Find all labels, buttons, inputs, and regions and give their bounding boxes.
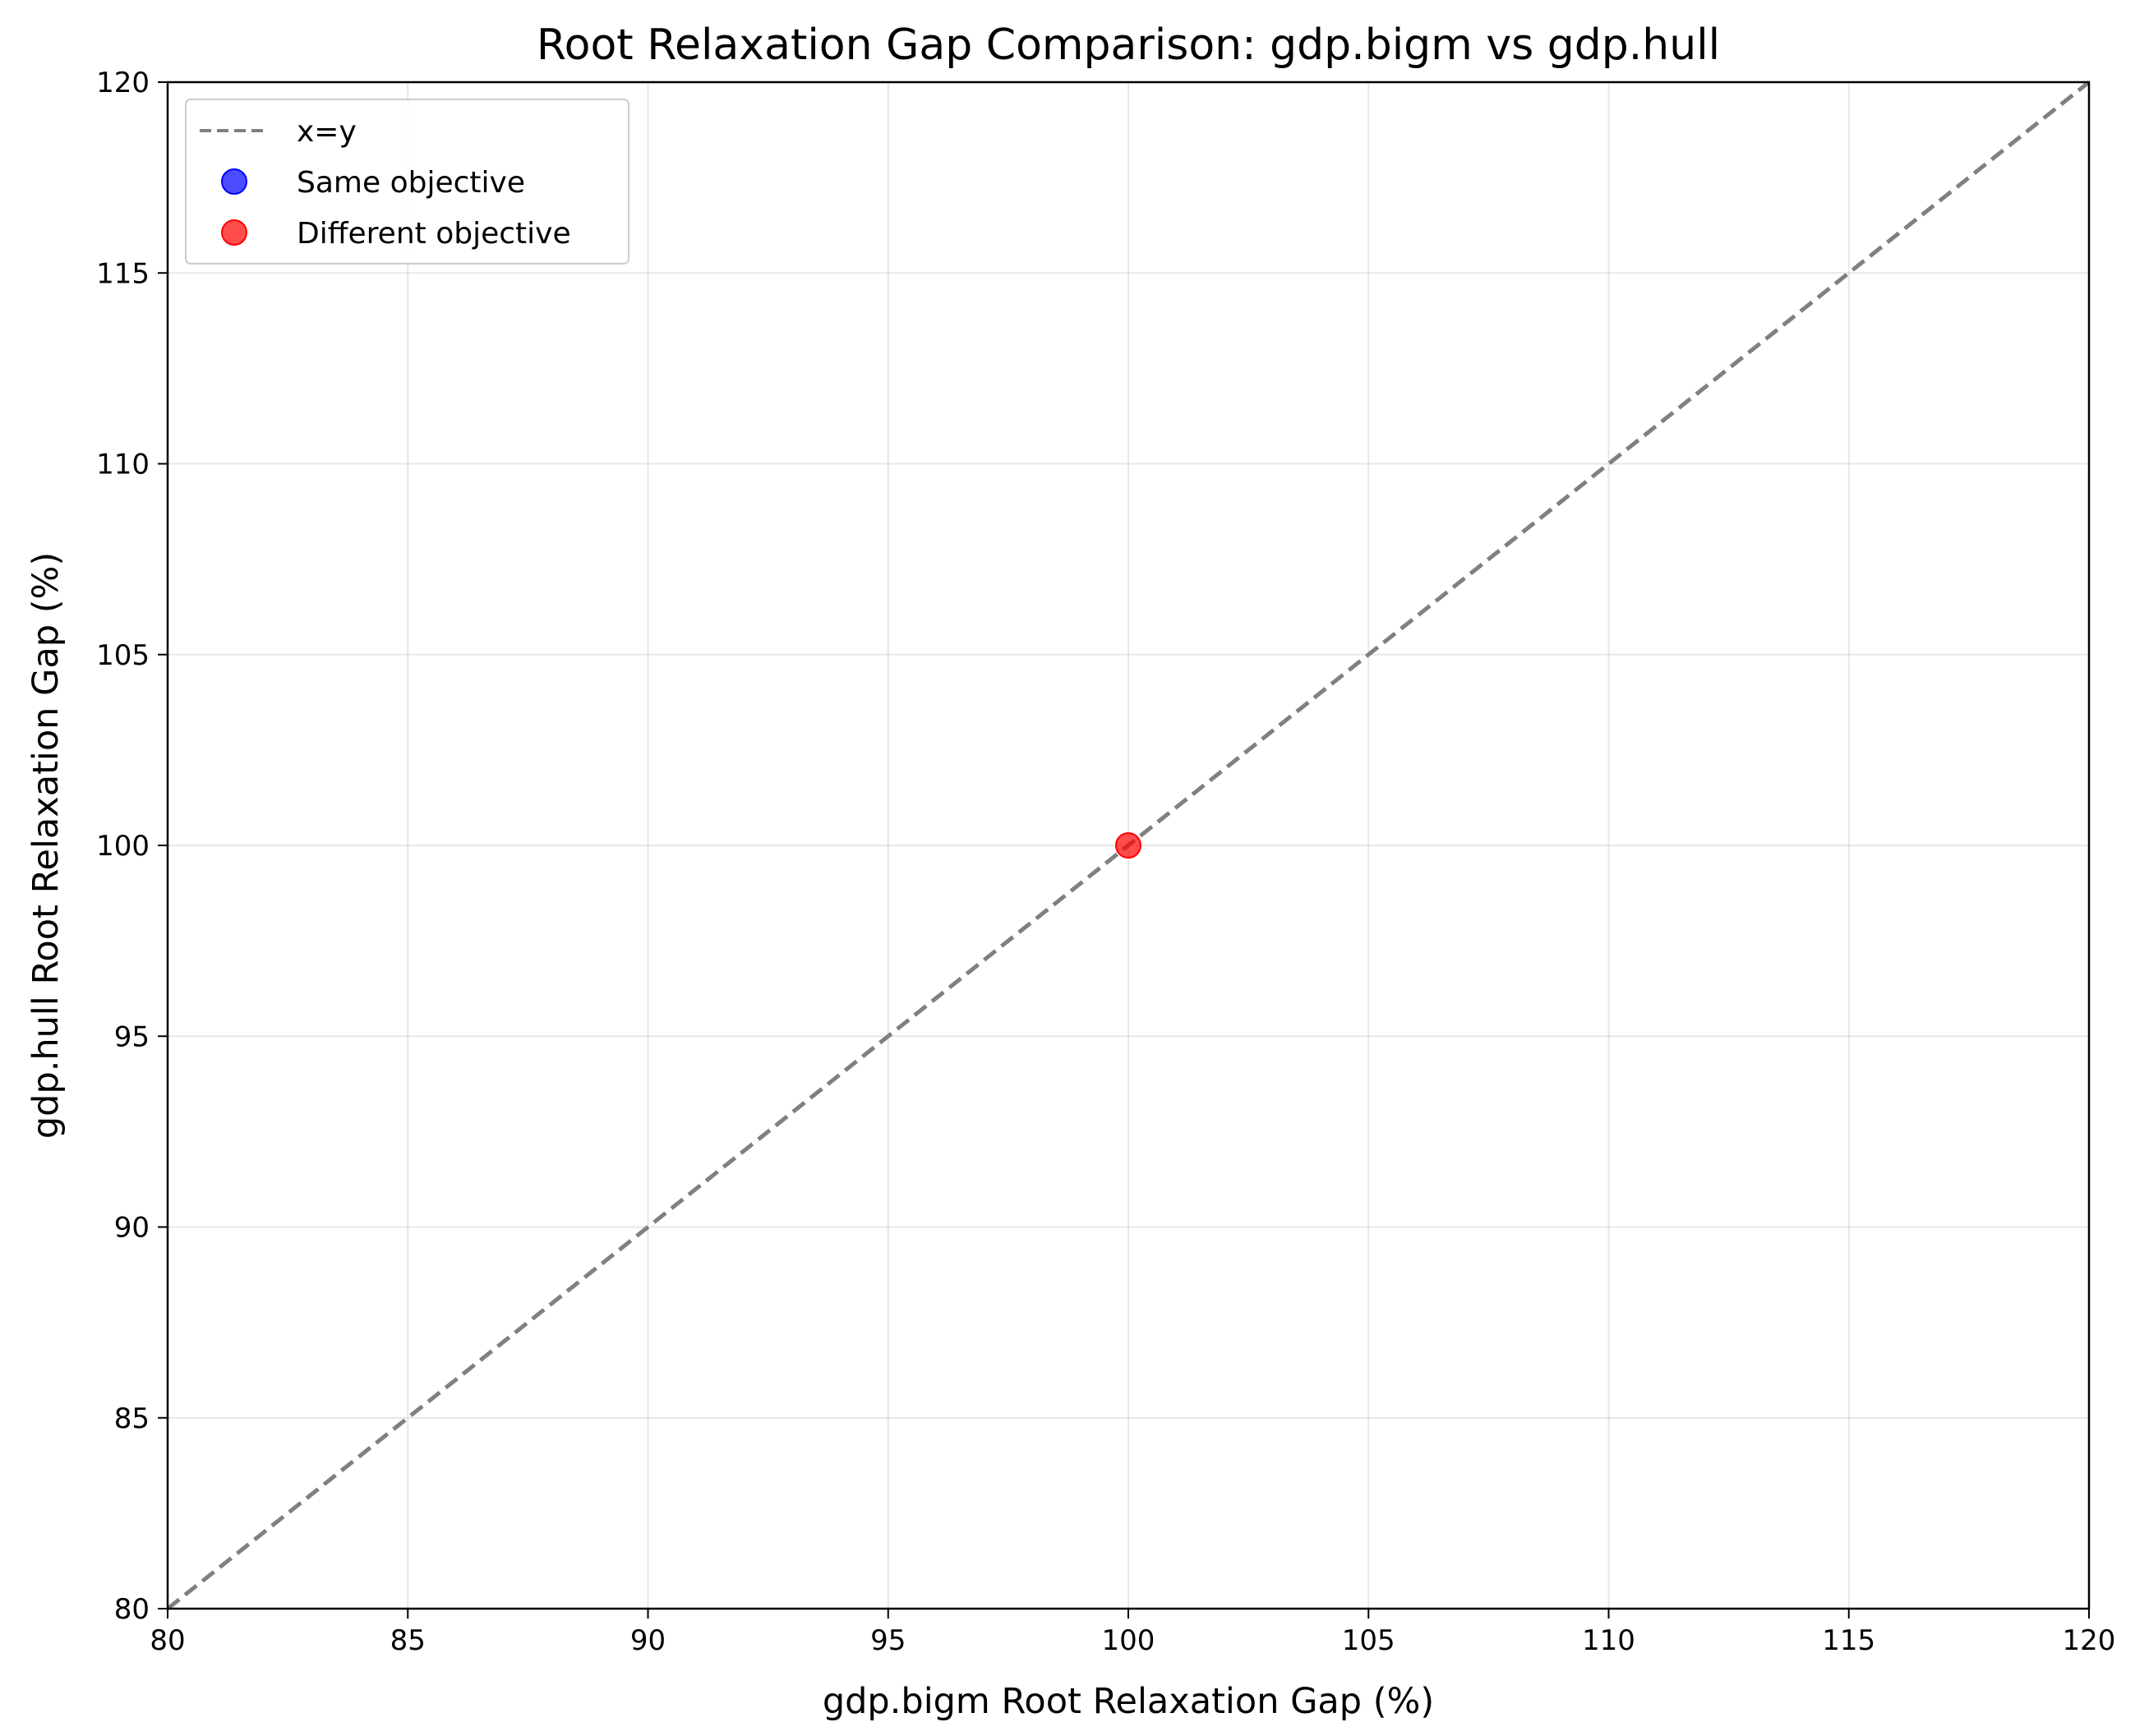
y-tick-label: 110 bbox=[96, 449, 150, 481]
y-axis-ticks: 80 85 90 95 100 105 110 115 120 bbox=[96, 67, 168, 1626]
y-tick-label: 115 bbox=[96, 257, 150, 290]
x-axis-label: gdp.bigm Root Relaxation Gap (%) bbox=[823, 1681, 1434, 1722]
scatter-point-series-1 bbox=[1115, 832, 1141, 859]
legend: x=y Same objective Different objective bbox=[185, 99, 629, 265]
y-tick-label: 85 bbox=[114, 1402, 150, 1435]
x-tick-label: 80 bbox=[150, 1624, 185, 1657]
x-tick-label: 85 bbox=[390, 1624, 426, 1657]
x-tick-label: 120 bbox=[2063, 1624, 2116, 1657]
x-tick-label: 110 bbox=[1582, 1624, 1635, 1657]
y-tick-label: 105 bbox=[96, 639, 150, 672]
y-tick-label: 120 bbox=[96, 67, 150, 99]
x-tick-label: 90 bbox=[630, 1624, 666, 1657]
x-tick-label: 100 bbox=[1102, 1624, 1155, 1657]
x-axis-ticks: 80 85 90 95 100 105 110 115 120 bbox=[150, 1609, 2115, 1657]
y-tick-label: 95 bbox=[114, 1020, 150, 1053]
x-tick-label: 95 bbox=[870, 1624, 906, 1657]
y-axis-label: gdp.hull Root Relaxation Gap (%) bbox=[25, 552, 67, 1139]
legend-frame bbox=[185, 99, 629, 265]
legend-marker-same bbox=[221, 168, 247, 195]
chart-title: Root Relaxation Gap Comparison: gdp.bigm… bbox=[537, 21, 1720, 70]
x-tick-label: 115 bbox=[1822, 1624, 1875, 1657]
legend-label-same: Same objective bbox=[297, 166, 525, 200]
legend-marker-different bbox=[221, 219, 247, 246]
y-tick-label: 100 bbox=[96, 830, 150, 863]
y-tick-label: 80 bbox=[114, 1593, 150, 1626]
y-tick-label: 90 bbox=[114, 1212, 150, 1245]
x-tick-label: 105 bbox=[1342, 1624, 1395, 1657]
data-points bbox=[1115, 832, 1141, 859]
legend-label-reference: x=y bbox=[297, 115, 357, 149]
legend-label-different: Different objective bbox=[297, 217, 571, 251]
